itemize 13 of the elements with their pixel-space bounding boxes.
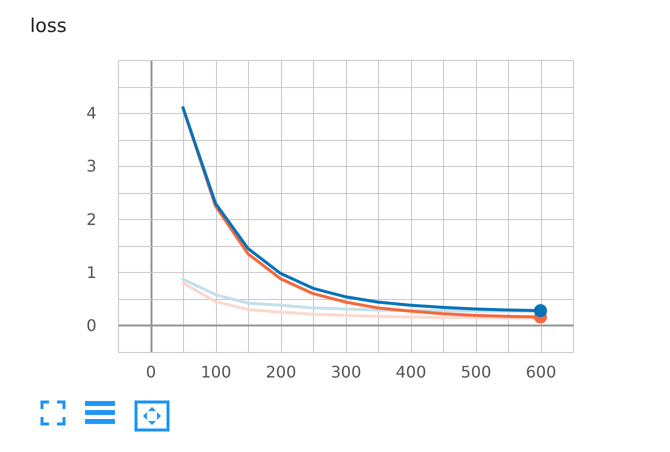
x-tick-label: 400 [396,362,426,382]
x-tick-label: 0 [146,362,156,382]
x-tick-label: 200 [266,362,296,382]
y-tick-label: 2 [86,210,96,229]
x-tick-label: 300 [330,362,362,382]
y-tick-label: 1 [86,262,96,282]
y-tick-label: 4 [86,104,96,123]
chart-title: loss [30,15,67,37]
x-tick-label: 600 [526,362,556,382]
x-tick-label: 500 [460,362,492,382]
y-tick-label: 0 [86,316,96,335]
x-tick-label: 100 [200,362,232,382]
y-tick-label: 3 [86,156,96,176]
